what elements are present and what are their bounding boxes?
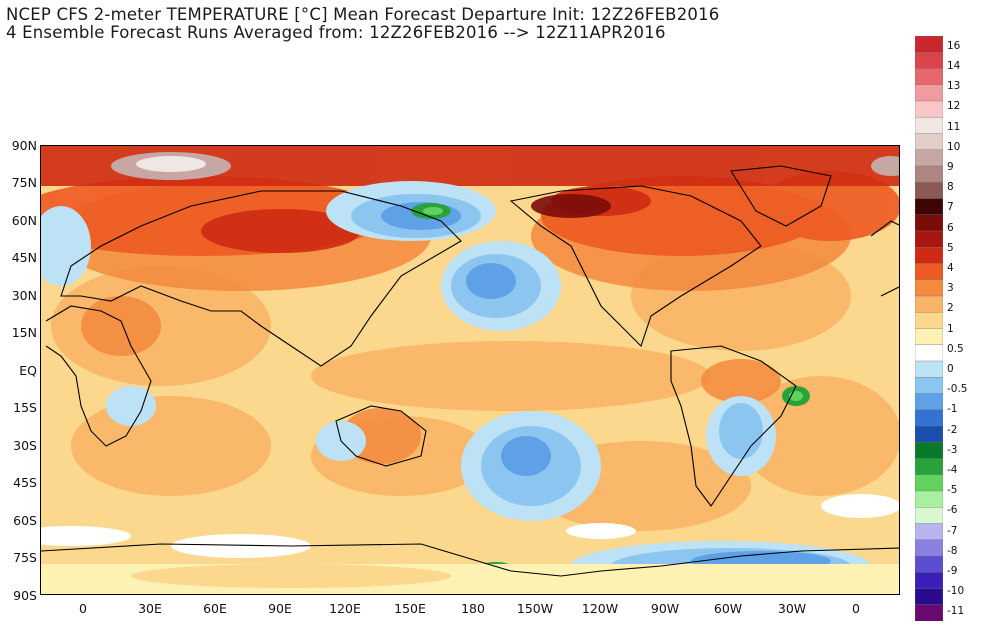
colorbar-label: -11 [947, 605, 965, 617]
colorbar-swatch [914, 604, 944, 622]
colorbar-swatch [914, 263, 944, 281]
lon-label-180: 180 [461, 601, 485, 616]
colorbar-label: 10 [947, 141, 961, 153]
colorbar-swatch [914, 555, 944, 573]
colorbar-swatch [914, 84, 944, 102]
title-line-1: NCEP CFS 2-meter TEMPERATURE [°C] Mean F… [6, 5, 720, 24]
colorbar-label: 3 [947, 282, 954, 294]
colorbar-swatch [914, 312, 944, 330]
colorbar-swatch [914, 344, 944, 362]
colorbar-swatch [914, 117, 944, 135]
colorbar-label: 6 [947, 222, 954, 234]
colorbar-swatch [914, 523, 944, 541]
colorbar-label: -1 [947, 403, 958, 415]
colorbar-swatch [914, 442, 944, 460]
colorbar-swatch [914, 572, 944, 590]
colorbar-label: 8 [947, 181, 954, 193]
colorbar-swatch [914, 214, 944, 232]
colorbar-label: 0.5 [947, 343, 964, 355]
colorbar-swatch [914, 295, 944, 313]
lon-label-30w: 30W [777, 601, 807, 616]
lon-label-120e: 120E [329, 601, 361, 616]
colorbar-swatch [914, 507, 944, 525]
lon-label-30e: 30E [138, 601, 162, 616]
colorbar-label: -0.5 [947, 383, 968, 395]
lon-label-60e: 60E [203, 601, 227, 616]
lat-label-45n: 45N [11, 250, 37, 265]
colorbar-label: 9 [947, 161, 954, 173]
lat-label-90n: 90N [11, 138, 37, 153]
lat-label-30n: 30N [11, 288, 37, 303]
colorbar-swatch [914, 247, 944, 265]
colorbar-swatch [914, 165, 944, 183]
colorbar-label: -6 [947, 504, 958, 516]
colorbar-swatch [914, 182, 944, 200]
colorbar-label: 12 [947, 100, 961, 112]
lat-label-60s: 60S [13, 513, 37, 528]
colorbar-swatch [914, 230, 944, 248]
lon-label-90e: 90E [268, 601, 292, 616]
lat-label-90s: 90S [13, 588, 37, 603]
colorbar-swatch [914, 425, 944, 443]
colorbar-swatch [914, 279, 944, 297]
colorbar-swatch [914, 360, 944, 378]
colorbar-label: -9 [947, 565, 958, 577]
colorbar-swatch [914, 377, 944, 395]
colorbar-label: -5 [947, 484, 958, 496]
lat-label-eq: EQ [19, 363, 37, 378]
lat-label-30s: 30S [13, 438, 37, 453]
colorbar-label: 5 [947, 242, 954, 254]
colorbar-swatch [914, 474, 944, 492]
lon-label-150e: 150E [394, 601, 426, 616]
colorbar-label: 0 [947, 363, 954, 375]
colorbar-label: 2 [947, 302, 954, 314]
temperature-anomaly-map [40, 145, 900, 595]
colorbar-label: 16 [947, 40, 961, 52]
colorbar-label: 14 [947, 60, 961, 72]
lat-label-60n: 60N [11, 213, 37, 228]
colorbar-label: 11 [947, 121, 961, 133]
colorbar-label: 13 [947, 80, 961, 92]
colorbar-label: -7 [947, 525, 958, 537]
colorbar-label: 7 [947, 201, 954, 213]
colorbar-swatch [914, 328, 944, 346]
colorbar-swatch [914, 588, 944, 606]
title-line-2: 4 Ensemble Forecast Runs Averaged from: … [6, 23, 666, 42]
colorbar-swatch [914, 133, 944, 151]
colorbar-label: -10 [947, 585, 965, 597]
colorbar-label: -8 [947, 545, 958, 557]
lat-label-75s: 75S [13, 550, 37, 565]
colorbar-swatch [914, 149, 944, 167]
colorbar-label: -2 [947, 424, 958, 436]
lat-label-45s: 45S [13, 475, 37, 490]
lon-label-0: 0 [79, 601, 87, 616]
lon-label-150w: 150W [516, 601, 554, 616]
colorbar-swatch [914, 490, 944, 508]
colorbar-label: 4 [947, 262, 954, 274]
colorbar-swatch [914, 539, 944, 557]
colorbar-swatch [914, 409, 944, 427]
lon-label-120w: 120W [581, 601, 619, 616]
lon-label-0-right: 0 [852, 601, 860, 616]
colorbar-swatch [914, 198, 944, 216]
colorbar-swatch [914, 393, 944, 411]
temperature-colorbar [914, 35, 944, 622]
colorbar-label: 1 [947, 323, 954, 335]
colorbar-swatches [914, 35, 944, 622]
lat-label-15s: 15S [13, 400, 37, 415]
colorbar-swatch [914, 100, 944, 118]
colorbar-label: -4 [947, 464, 958, 476]
colorbar-label: -3 [947, 444, 958, 456]
colorbar-swatch [914, 68, 944, 86]
lon-label-90w: 90W [650, 601, 680, 616]
colorbar-swatch [914, 52, 944, 70]
colorbar-swatch [914, 458, 944, 476]
lat-label-75n: 75N [11, 175, 37, 190]
lon-label-60w: 60W [713, 601, 743, 616]
lat-label-15n: 15N [11, 325, 37, 340]
colorbar-swatch [914, 35, 944, 53]
